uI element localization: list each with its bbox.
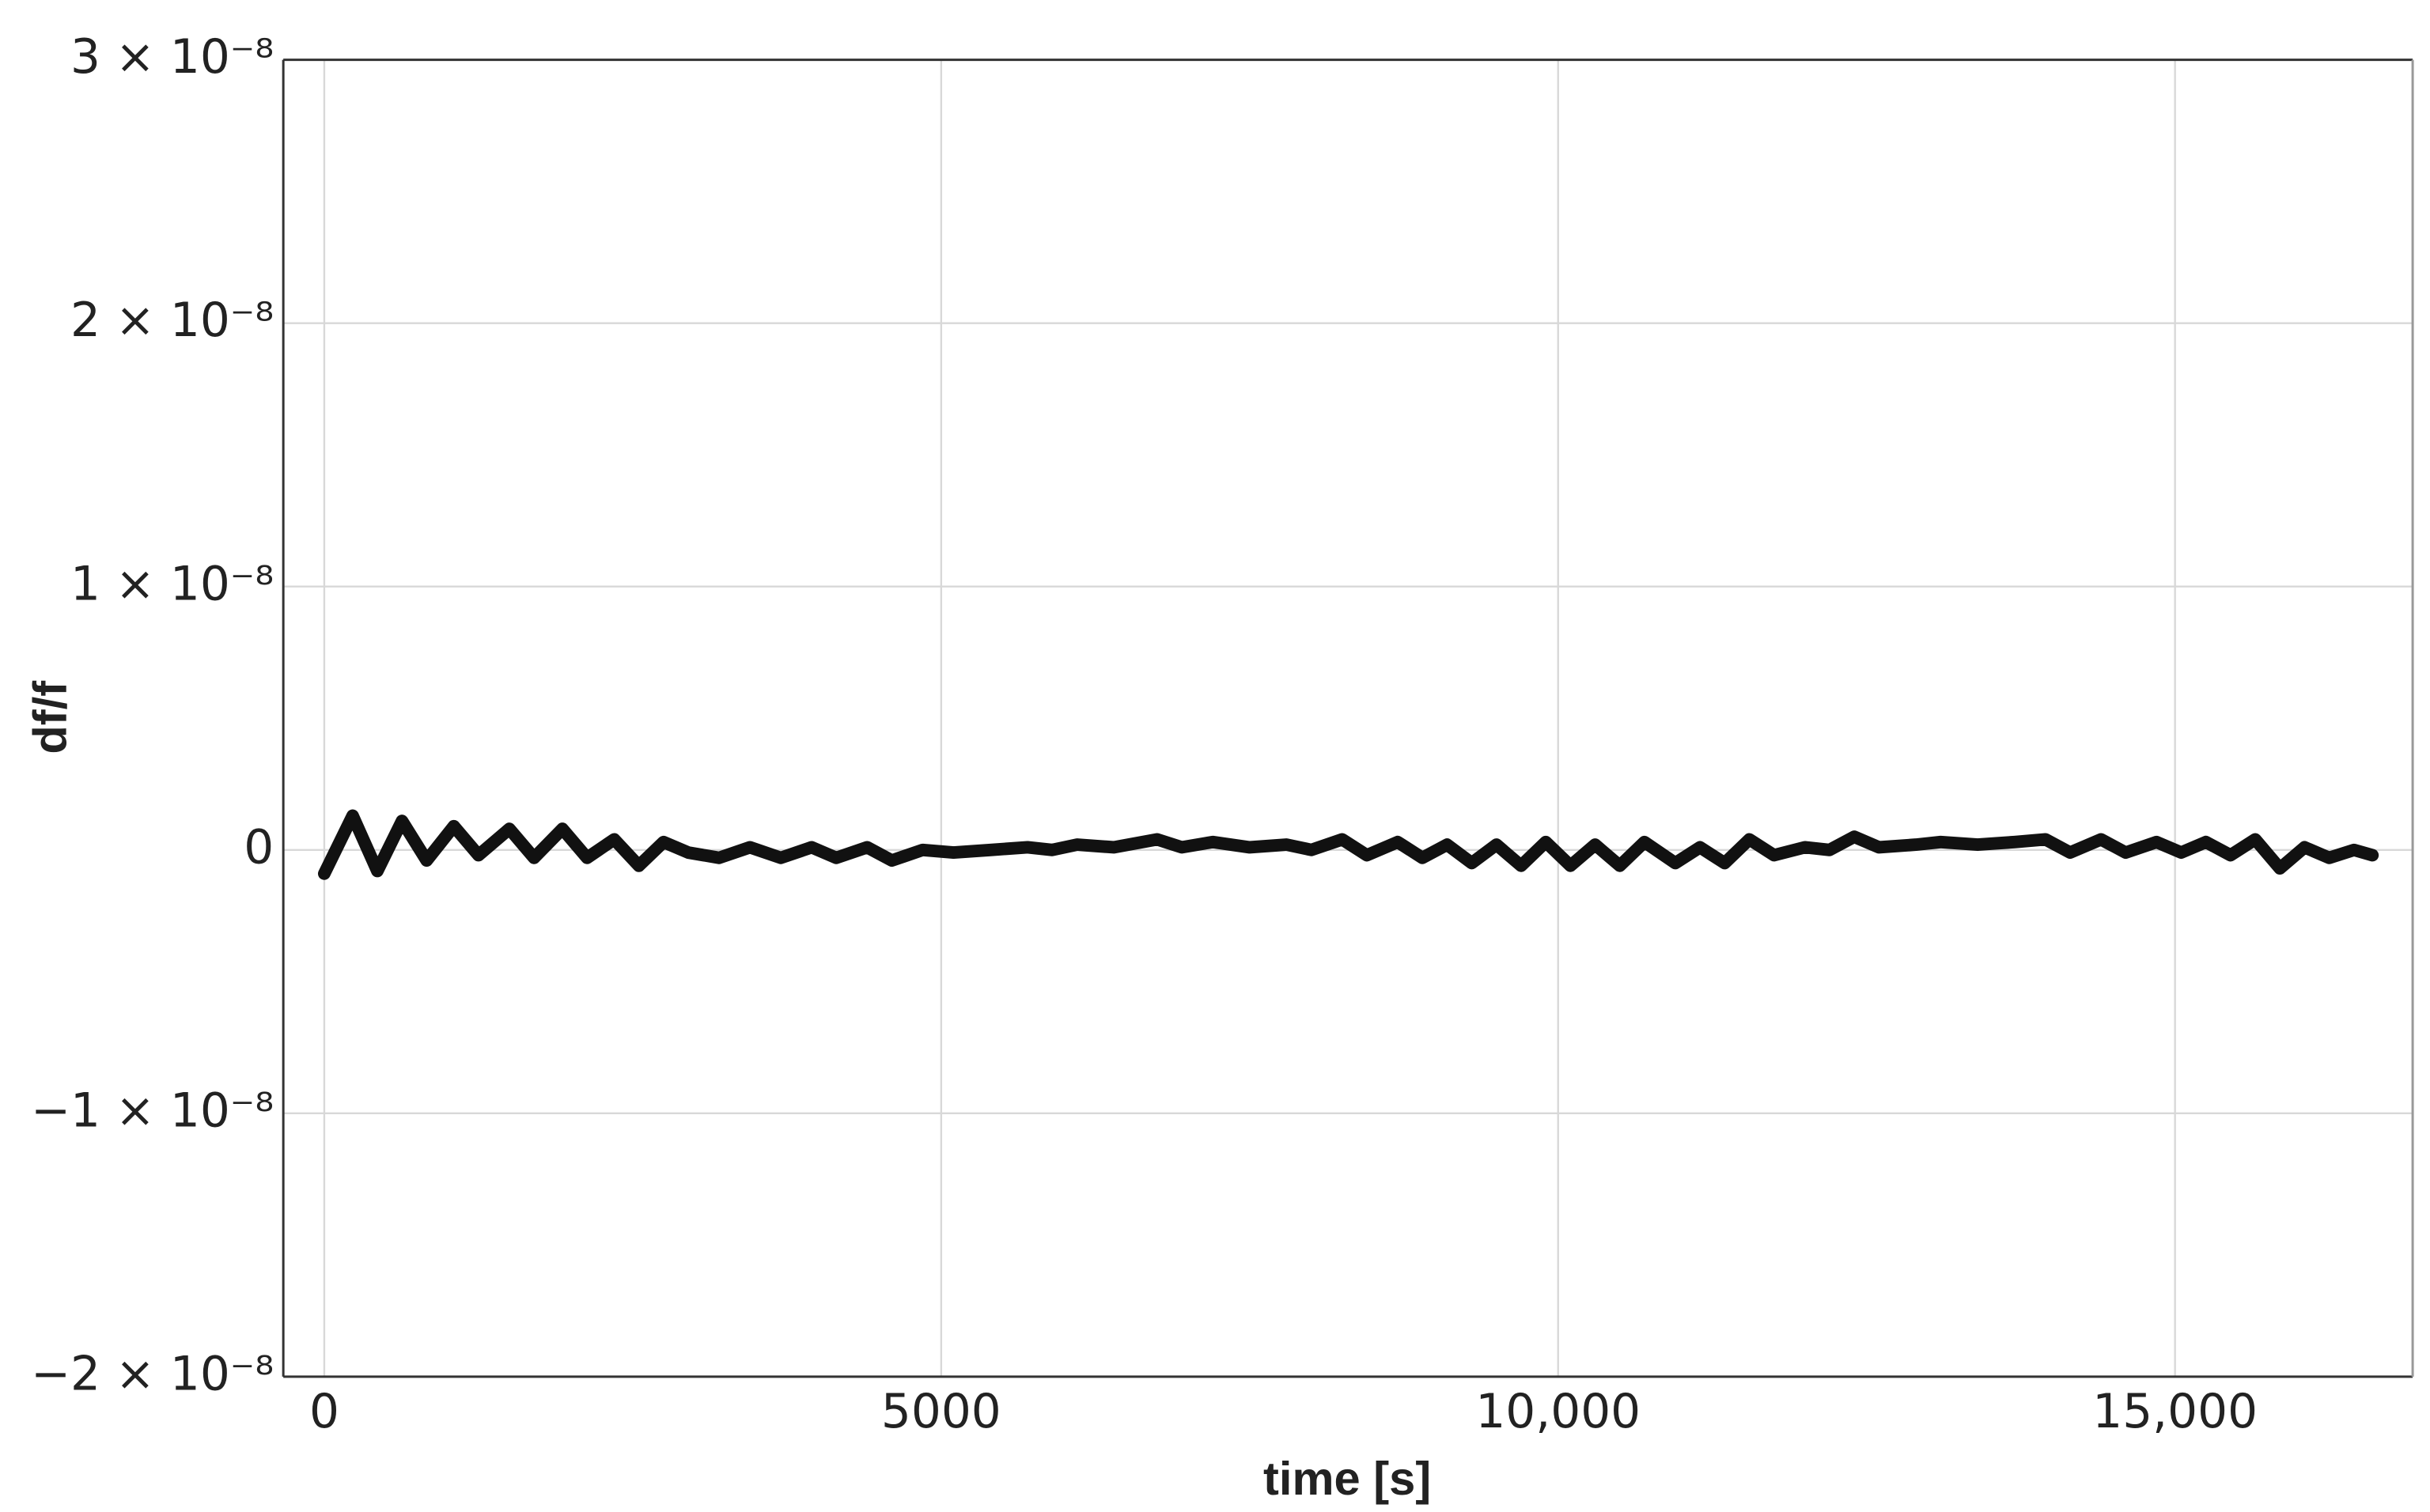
y-tick-label: −2 × 10⁻⁸	[31, 1347, 274, 1401]
x-tick-label: 10,000	[1475, 1385, 1641, 1439]
data-line	[317, 809, 2379, 880]
x-tick-label: 15,000	[2092, 1385, 2258, 1439]
x-tick-label: 5000	[881, 1385, 1001, 1439]
x-axis-label: time [s]	[1263, 1452, 1431, 1505]
y-axis-label: df/f	[23, 681, 76, 754]
y-tick-label: 1 × 10⁻⁸	[70, 557, 274, 611]
y-tick-label: 2 × 10⁻⁸	[70, 293, 274, 348]
y-tick-label: 3 × 10⁻⁸	[70, 30, 274, 85]
y-tick-label: −1 × 10⁻⁸	[31, 1083, 274, 1138]
y-tick-label: 0	[244, 820, 274, 875]
x-tick-label: 0	[309, 1385, 339, 1439]
